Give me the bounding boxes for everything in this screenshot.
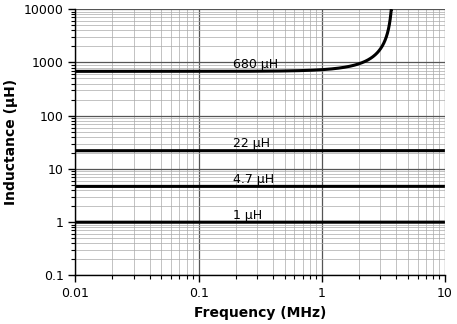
X-axis label: Frequency (MHz): Frequency (MHz) <box>194 306 326 320</box>
Text: 680 μH: 680 μH <box>233 58 278 71</box>
Y-axis label: Inductance (μH): Inductance (μH) <box>4 79 18 205</box>
Text: 4.7 μH: 4.7 μH <box>233 173 274 186</box>
Text: 1 μH: 1 μH <box>233 209 262 222</box>
Text: 22 μH: 22 μH <box>233 137 270 150</box>
